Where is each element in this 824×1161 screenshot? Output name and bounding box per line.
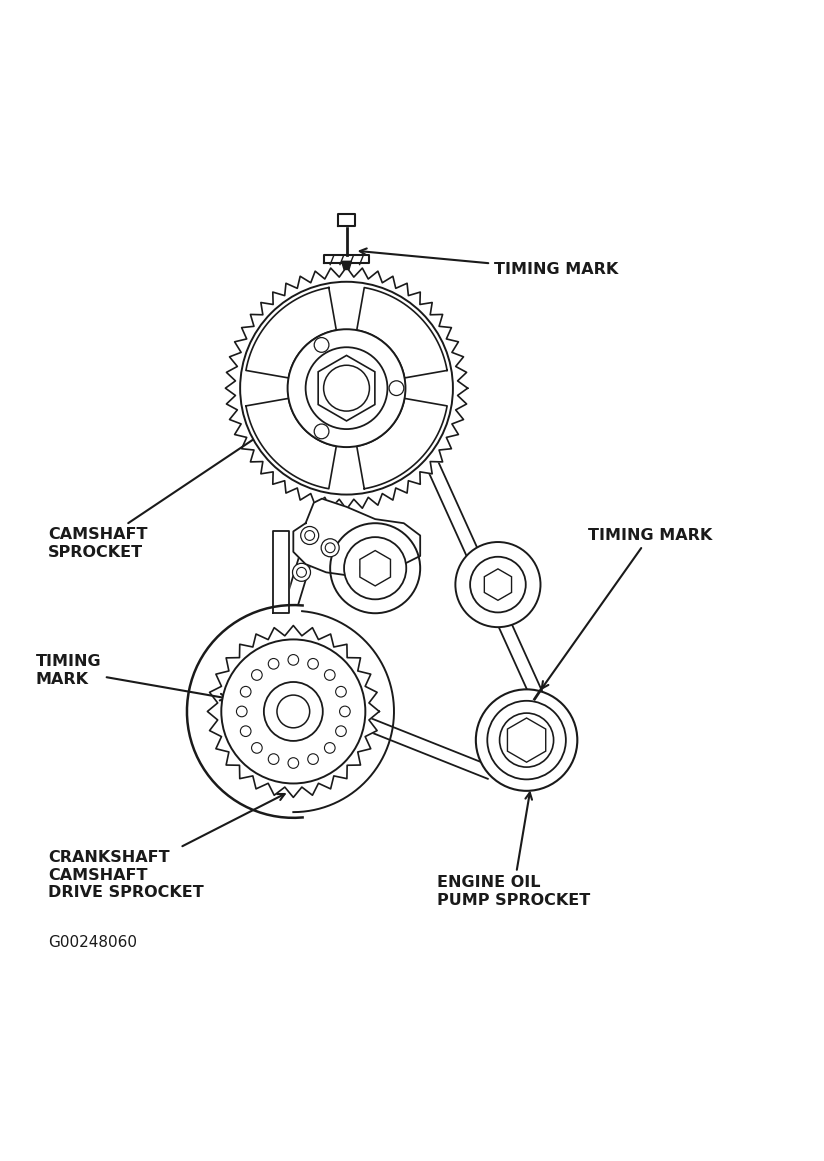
Text: TIMING MARK: TIMING MARK (360, 248, 618, 277)
Circle shape (251, 743, 262, 753)
Circle shape (240, 282, 453, 495)
Polygon shape (246, 398, 336, 489)
Circle shape (288, 330, 405, 447)
Circle shape (306, 347, 387, 430)
Circle shape (471, 557, 526, 612)
Text: CRANKSHAFT
CAMSHAFT
DRIVE SPROCKET: CRANKSHAFT CAMSHAFT DRIVE SPROCKET (48, 794, 284, 900)
Circle shape (307, 753, 318, 764)
Circle shape (241, 726, 251, 736)
Polygon shape (324, 254, 369, 262)
Polygon shape (318, 355, 375, 421)
Circle shape (325, 543, 335, 553)
Circle shape (301, 526, 319, 545)
Circle shape (339, 706, 350, 716)
Circle shape (314, 338, 329, 352)
Circle shape (487, 701, 566, 779)
Circle shape (236, 706, 247, 716)
Circle shape (269, 753, 279, 764)
Polygon shape (485, 569, 512, 600)
Circle shape (288, 758, 298, 769)
Circle shape (251, 670, 262, 680)
Polygon shape (357, 288, 447, 378)
Circle shape (269, 658, 279, 669)
Circle shape (241, 686, 251, 697)
Circle shape (456, 542, 541, 627)
Circle shape (314, 424, 329, 439)
Polygon shape (293, 499, 420, 576)
Circle shape (335, 686, 346, 697)
Circle shape (344, 538, 406, 599)
Circle shape (330, 524, 420, 613)
Polygon shape (226, 267, 468, 510)
Polygon shape (360, 550, 391, 586)
Circle shape (277, 695, 310, 728)
Circle shape (288, 655, 298, 665)
Text: G00248060: G00248060 (48, 936, 137, 951)
Circle shape (307, 658, 318, 669)
Circle shape (297, 568, 307, 577)
Circle shape (325, 743, 335, 753)
Circle shape (335, 726, 346, 736)
Polygon shape (187, 605, 302, 817)
Circle shape (264, 682, 323, 741)
Circle shape (324, 366, 369, 411)
Polygon shape (342, 261, 351, 269)
Polygon shape (208, 626, 379, 798)
Polygon shape (246, 288, 336, 378)
Polygon shape (273, 532, 289, 613)
Circle shape (305, 531, 315, 540)
Text: TIMING
MARK: TIMING MARK (35, 655, 227, 700)
Polygon shape (508, 717, 545, 762)
Text: CAMSHAFT
SPROCKET: CAMSHAFT SPROCKET (48, 424, 277, 560)
Circle shape (325, 670, 335, 680)
Circle shape (293, 563, 311, 582)
Circle shape (475, 690, 578, 791)
Circle shape (512, 726, 541, 755)
Circle shape (360, 554, 390, 583)
Circle shape (499, 713, 554, 767)
Circle shape (389, 381, 404, 396)
Circle shape (321, 539, 339, 557)
Polygon shape (357, 398, 447, 489)
Polygon shape (339, 218, 354, 226)
Text: ENGINE OIL
PUMP SPROCKET: ENGINE OIL PUMP SPROCKET (437, 793, 590, 908)
Circle shape (485, 571, 511, 598)
Circle shape (222, 640, 365, 784)
Text: TIMING MARK: TIMING MARK (542, 528, 712, 688)
